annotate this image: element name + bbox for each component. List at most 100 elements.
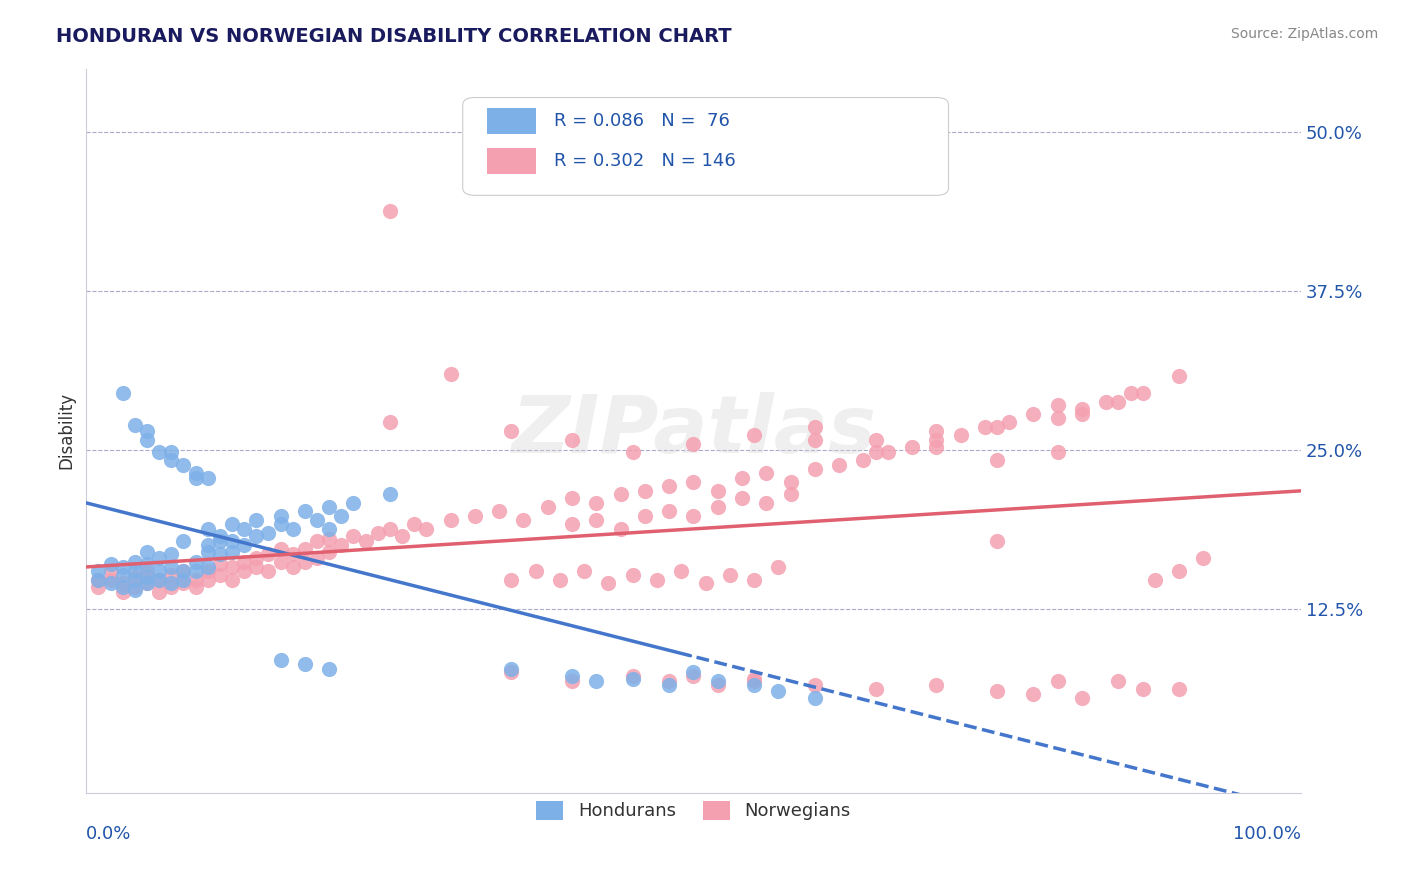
- Point: [124, 582, 146, 597]
- Point: [148, 573, 170, 587]
- Point: [439, 367, 461, 381]
- Point: [318, 662, 340, 676]
- Point: [755, 496, 778, 510]
- Point: [172, 573, 194, 587]
- Point: [148, 551, 170, 566]
- Point: [233, 555, 256, 569]
- Point: [184, 466, 207, 480]
- Point: [561, 516, 583, 531]
- Point: [561, 491, 583, 506]
- Point: [804, 678, 827, 692]
- Point: [136, 558, 159, 572]
- Point: [330, 509, 353, 524]
- Point: [330, 538, 353, 552]
- Point: [281, 547, 304, 561]
- Legend: Hondurans, Norwegians: Hondurans, Norwegians: [529, 794, 858, 828]
- Point: [197, 564, 219, 578]
- Point: [378, 487, 401, 501]
- Point: [585, 674, 607, 689]
- Point: [124, 573, 146, 587]
- FancyBboxPatch shape: [463, 97, 949, 195]
- Point: [706, 674, 728, 689]
- Point: [986, 453, 1008, 467]
- Point: [87, 564, 110, 578]
- Point: [1046, 399, 1069, 413]
- Point: [512, 513, 534, 527]
- Point: [682, 669, 704, 683]
- Point: [585, 513, 607, 527]
- Point: [779, 487, 801, 501]
- Point: [318, 522, 340, 536]
- Point: [1071, 690, 1094, 705]
- Point: [682, 509, 704, 524]
- Point: [415, 522, 437, 536]
- Point: [305, 551, 328, 566]
- Point: [354, 534, 377, 549]
- Point: [342, 529, 364, 543]
- Point: [245, 551, 267, 566]
- Point: [197, 522, 219, 536]
- Point: [124, 564, 146, 578]
- Point: [865, 681, 887, 696]
- Point: [598, 576, 620, 591]
- Point: [124, 417, 146, 432]
- Point: [111, 567, 134, 582]
- Point: [87, 580, 110, 594]
- Point: [87, 573, 110, 587]
- Point: [197, 573, 219, 587]
- Point: [865, 433, 887, 447]
- Point: [281, 560, 304, 574]
- Point: [731, 491, 754, 506]
- Point: [391, 529, 413, 543]
- Point: [682, 436, 704, 450]
- Point: [488, 504, 510, 518]
- Point: [1046, 674, 1069, 689]
- Point: [742, 672, 765, 686]
- Point: [148, 564, 170, 578]
- Point: [281, 522, 304, 536]
- Point: [305, 534, 328, 549]
- Point: [136, 433, 159, 447]
- Point: [682, 665, 704, 680]
- Point: [233, 538, 256, 552]
- Point: [160, 567, 183, 582]
- Point: [537, 500, 560, 515]
- Point: [706, 500, 728, 515]
- Point: [865, 445, 887, 459]
- Point: [197, 560, 219, 574]
- Point: [184, 555, 207, 569]
- Point: [742, 427, 765, 442]
- Point: [294, 542, 316, 557]
- Point: [318, 544, 340, 558]
- Point: [949, 427, 972, 442]
- Point: [184, 580, 207, 594]
- Text: ZIPatlas: ZIPatlas: [510, 392, 876, 470]
- Point: [100, 576, 122, 591]
- Point: [111, 385, 134, 400]
- Point: [1108, 394, 1130, 409]
- Point: [1132, 385, 1154, 400]
- Point: [318, 500, 340, 515]
- Point: [136, 576, 159, 591]
- Point: [828, 458, 851, 473]
- Point: [634, 483, 657, 498]
- Point: [974, 420, 997, 434]
- Point: [136, 570, 159, 584]
- Point: [378, 203, 401, 218]
- Point: [1095, 394, 1118, 409]
- Point: [124, 580, 146, 594]
- Point: [876, 445, 898, 459]
- Point: [270, 509, 292, 524]
- Point: [925, 424, 948, 438]
- Point: [561, 433, 583, 447]
- Text: Source: ZipAtlas.com: Source: ZipAtlas.com: [1230, 27, 1378, 41]
- Point: [160, 576, 183, 591]
- Y-axis label: Disability: Disability: [58, 392, 75, 469]
- Point: [270, 542, 292, 557]
- Point: [136, 424, 159, 438]
- Point: [172, 564, 194, 578]
- Point: [1119, 385, 1142, 400]
- Point: [100, 558, 122, 572]
- Point: [367, 525, 389, 540]
- Point: [1168, 681, 1191, 696]
